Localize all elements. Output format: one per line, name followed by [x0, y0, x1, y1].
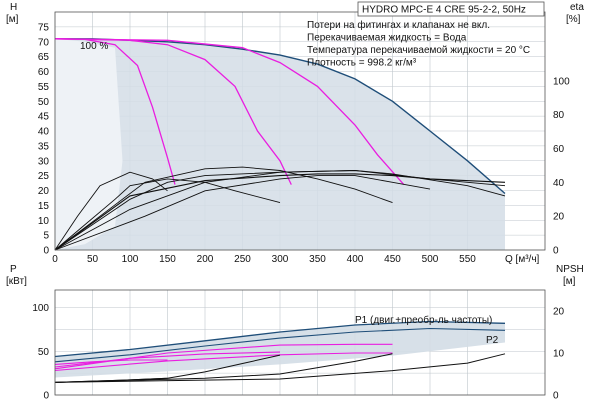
y-axis-unit-npsh: [м]: [563, 276, 576, 287]
y-tick-label-h: 0: [43, 246, 49, 257]
eta-curve-6: [54, 175, 431, 251]
x-tick-label: 150: [159, 254, 176, 265]
y-tick-label-h: 15: [38, 201, 50, 212]
p2-curve: [54, 327, 506, 363]
y-axis-title-p: P: [10, 264, 17, 275]
x-tick-label: 450: [384, 254, 401, 265]
y-tick-label-eta: 40: [553, 178, 565, 189]
head-curve-duty-2: [54, 38, 292, 185]
x-tick-label: 550: [459, 254, 476, 265]
y-tick-label-npsh: 0: [553, 391, 559, 400]
chart-note: Температура перекачиваемой жидкости = 20…: [307, 45, 530, 56]
y-tick-label-h: 30: [38, 156, 50, 167]
head-curve-duty-3: [54, 38, 405, 186]
p-duty-curve-4: [54, 352, 393, 372]
y-axis-unit-eta: [%]: [566, 14, 581, 25]
title-box: [357, 1, 545, 17]
speed-label: 100 %: [80, 41, 108, 52]
p-duty-curve-3: [54, 343, 393, 370]
x-tick-label: 350: [309, 254, 326, 265]
x-tick-label: 100: [122, 254, 139, 265]
y-tick-label-h: 40: [38, 127, 50, 138]
low-flow-zone: [55, 38, 123, 250]
y-tick-label-npsh: 20: [553, 307, 565, 318]
y-tick-label-eta: 100: [553, 76, 570, 87]
x-tick-label: 250: [234, 254, 251, 265]
y-axis-title-eta: eta: [570, 2, 584, 13]
y-tick-label-h: 35: [38, 141, 50, 152]
p1-curve: [54, 320, 506, 358]
x-tick-label: 300: [272, 254, 289, 265]
y-tick-label-eta: 0: [553, 246, 559, 257]
y-axis-unit-h: [м]: [6, 14, 19, 25]
head-efficiency-panel: 0 5 10 15 20 25 30 35 40 45 50 55 60 65 70 75 0 20 40 60 80 1…: [6, 1, 584, 265]
y-tick-label-eta: 80: [553, 110, 565, 121]
x-tick-label: 200: [197, 254, 214, 265]
p-duty-curve-2: [54, 351, 281, 368]
y-axis-title-h: H: [10, 2, 17, 13]
operating-range-area: [55, 38, 505, 250]
y-tick-label-eta: 60: [553, 144, 565, 155]
y-tick-label-h: 65: [38, 52, 50, 63]
y-tick-label-h: 10: [38, 216, 50, 227]
y-tick-label-h: 70: [38, 37, 50, 48]
y-tick-label-p: 100: [32, 303, 49, 314]
x-tick-label: 500: [422, 254, 439, 265]
y-tick-label-h: 55: [38, 82, 50, 93]
y-tick-label-h: 5: [43, 231, 49, 242]
top-plot-frame: [54, 11, 546, 251]
eta-curve-3: [54, 166, 393, 251]
y-tick-label-h: 25: [38, 171, 50, 182]
y-axis-unit-p: [кВт]: [6, 276, 27, 287]
chart-title: HYDRO MPC-E 4 CRE 95-2-2, 50Hz: [362, 5, 526, 16]
y-tick-label-p: 0: [43, 391, 49, 400]
p1-label: P1 (двиг.+преобр-ль частоты): [355, 314, 492, 326]
eta-curve-max: [54, 173, 506, 251]
y-tick-label-h: 20: [38, 186, 50, 197]
y-tick-label-eta: 20: [553, 212, 565, 223]
bottom-plot-frame: [54, 289, 546, 396]
npsh-curve-4: [54, 353, 506, 383]
npsh-curve-3: [54, 353, 393, 383]
x-tick-label: 0: [52, 254, 58, 265]
x-tick-label: 400: [347, 254, 364, 265]
p2-label: P2: [486, 335, 499, 346]
x-tick-label: 50: [87, 254, 99, 265]
chart-note: Плотность = 998.2 кг/м³: [307, 58, 417, 69]
y-tick-label-h: 45: [38, 112, 50, 123]
chart-note: Потери на фитингах и клапанах не вкл.: [307, 19, 490, 31]
chart-note: Перекачиваемая жидкость = Вода: [307, 33, 467, 44]
y-tick-label-h: 75: [38, 22, 50, 33]
y-tick-label-h: 60: [38, 67, 50, 78]
y-tick-label-h: 50: [38, 97, 50, 108]
y-axis-title-npsh: NPSH: [556, 264, 584, 275]
power-range-area: [55, 321, 505, 378]
y-tick-label-npsh: 10: [553, 349, 565, 360]
x-axis-title: Q [м³/ч]: [505, 254, 540, 265]
eta-curve-2: [54, 178, 281, 251]
power-npsh-panel: 0 50 100 0 10 20 P[кВт] NPSH[м] P1 (двиг.+преобр…: [6, 264, 584, 400]
y-tick-label-p: 50: [38, 347, 50, 358]
